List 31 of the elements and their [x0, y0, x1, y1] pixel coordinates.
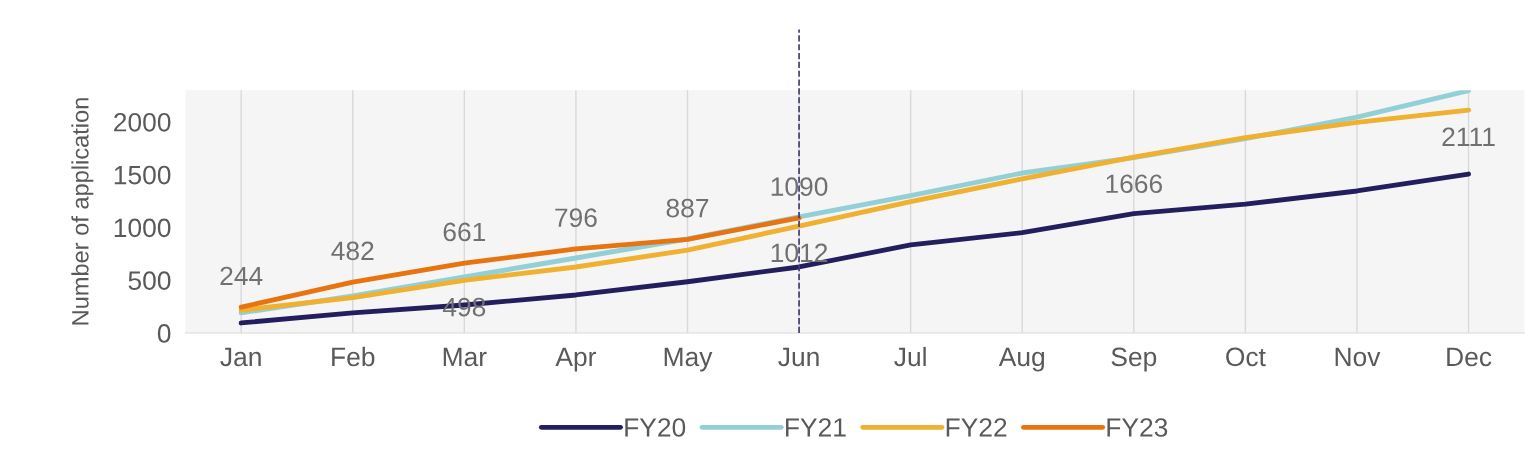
y-axis-title: Number of application — [71, 98, 94, 325]
legend-label: FY21 — [786, 418, 846, 437]
data-label: 1090 — [771, 177, 828, 196]
data-label: 661 — [443, 222, 486, 242]
y-tick-label: 1000 — [114, 218, 171, 238]
legend-label: FY23 — [1107, 418, 1168, 437]
y-tick-label: 0 — [157, 324, 171, 343]
data-label: 2111 — [1442, 127, 1495, 146]
x-tick-label: Jun — [778, 347, 819, 367]
x-tick-label: Jul — [894, 346, 926, 367]
data-label: 482 — [331, 241, 374, 261]
x-tick-label: Aug — [998, 347, 1044, 372]
data-label: 887 — [666, 198, 709, 218]
y-tick-label: 500 — [128, 271, 171, 290]
x-tick-label: Feb — [332, 346, 375, 367]
data-label: 1012 — [771, 243, 828, 263]
x-tick-label: May — [664, 347, 713, 372]
legend-label: FY20 — [625, 418, 686, 437]
x-tick-label: Mar — [443, 347, 487, 367]
data-label: 1666 — [1106, 174, 1162, 194]
x-tick-label: Dec — [1447, 347, 1492, 367]
legend-label: FY22 — [946, 418, 1007, 437]
data-label: 244 — [220, 266, 263, 286]
x-tick-label: Sep — [1111, 347, 1157, 372]
y-tick-label: 2000 — [114, 112, 171, 132]
x-tick-label: Jan — [220, 347, 261, 367]
data-label: 796 — [555, 208, 597, 228]
x-tick-label: Oct — [1226, 347, 1266, 367]
x-tick-label: Nov — [1335, 347, 1381, 367]
y-tick-label: 1500 — [114, 165, 171, 185]
x-tick-label: Apr — [555, 347, 596, 372]
